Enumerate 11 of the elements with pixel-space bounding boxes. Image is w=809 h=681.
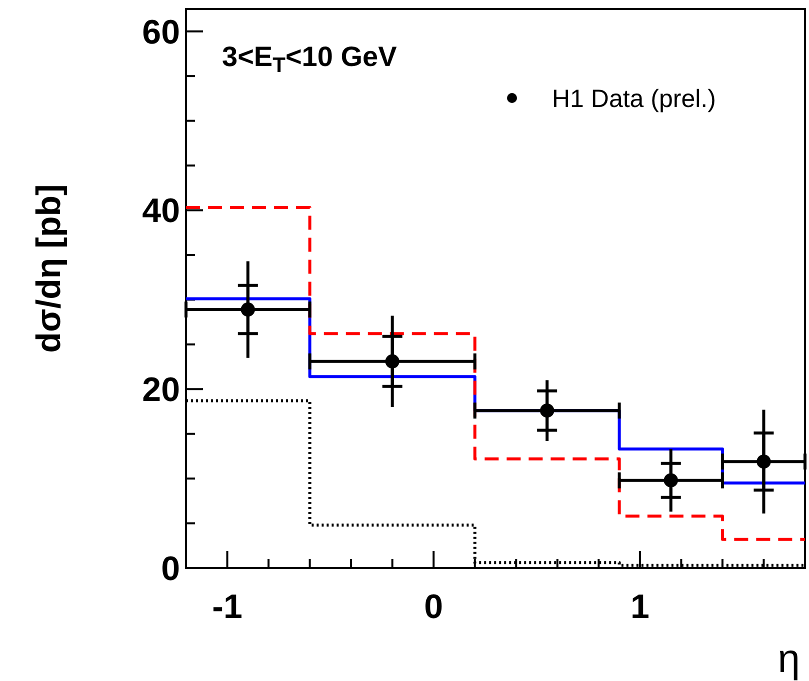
x-tick-label: 1: [630, 588, 650, 626]
y-tick-label: 0: [161, 550, 180, 588]
x-tick-label: -1: [212, 588, 242, 626]
legend-label: H1 Data (prel.): [552, 85, 716, 113]
y-tick-label: 20: [142, 371, 180, 410]
y-tick-label: 40: [142, 192, 180, 230]
x-axis-title: η: [778, 637, 800, 681]
x-tick-label: 0: [424, 588, 444, 626]
y-tick-label: 60: [142, 13, 180, 52]
text: 3<E$_{T}$<10 GeV: [222, 41, 398, 78]
y-axis-title: dσ/dη [pb]: [30, 184, 68, 353]
